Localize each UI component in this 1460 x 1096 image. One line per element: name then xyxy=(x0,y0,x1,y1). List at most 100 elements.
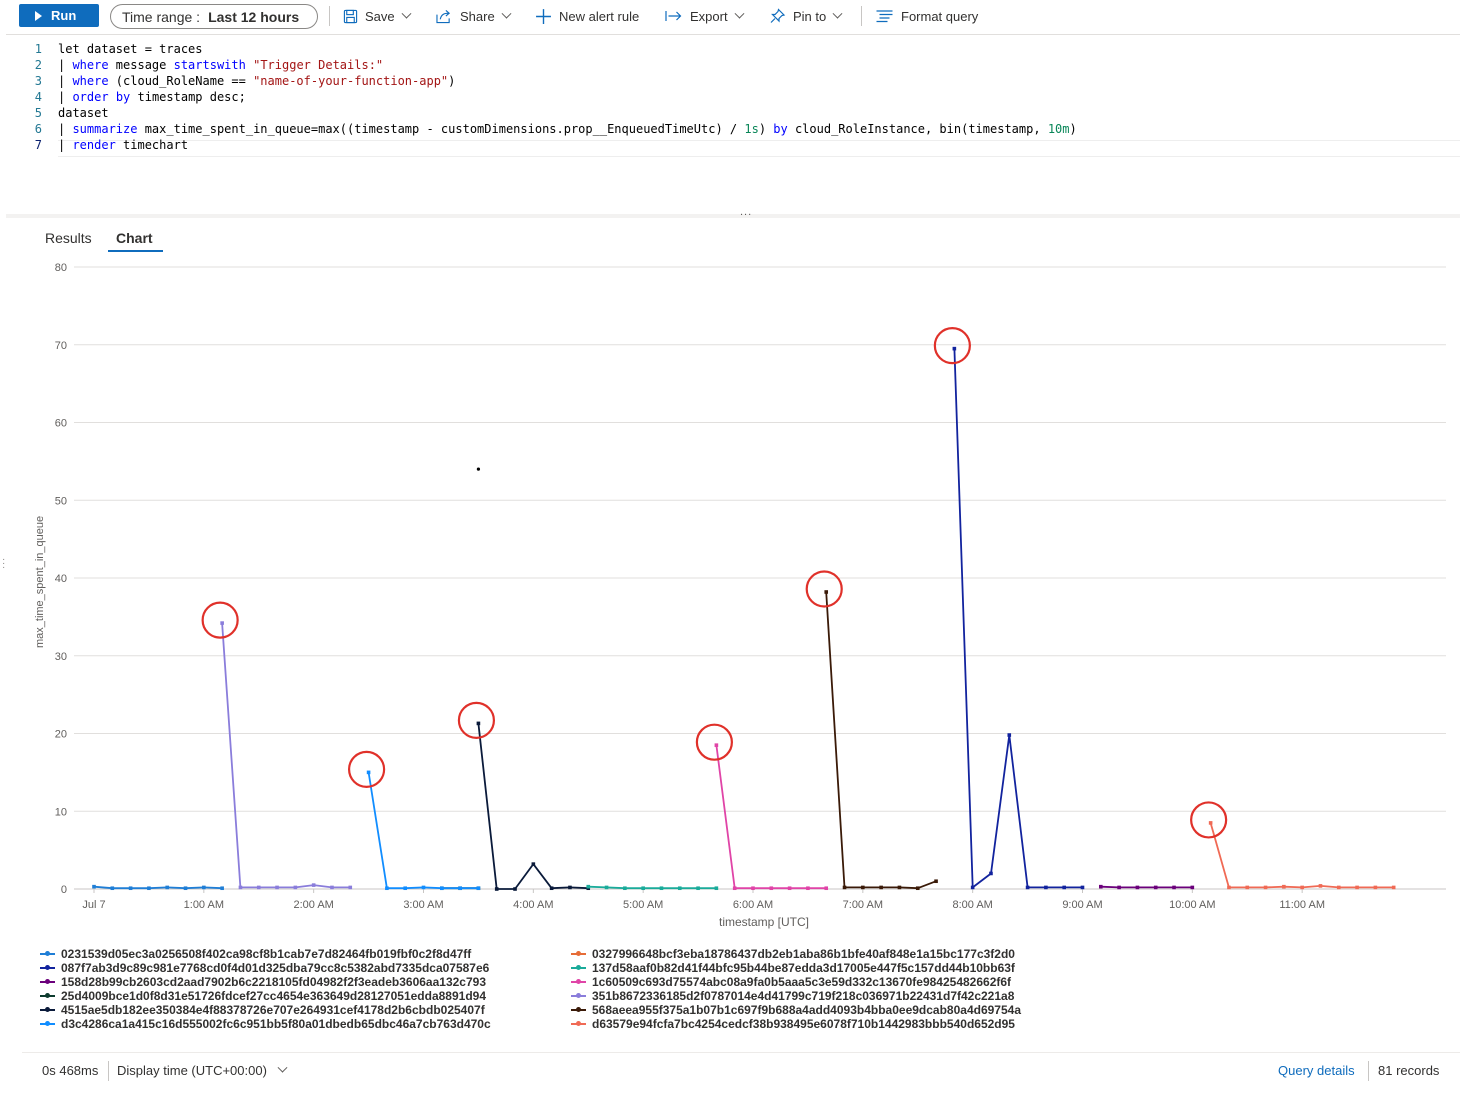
legend-label: 087f7ab3d9c89c981e7768cd0f4d01d325dba79c… xyxy=(61,961,490,975)
current-line-highlight xyxy=(58,140,1460,157)
format-query-button[interactable]: Format query xyxy=(875,6,978,26)
share-icon xyxy=(436,9,451,23)
new-alert-rule-button[interactable]: New alert rule xyxy=(535,6,639,26)
highlight-circle xyxy=(695,723,733,761)
series-point-11 xyxy=(1373,885,1378,890)
share-label: Share xyxy=(460,8,495,24)
y-tick-label: 0 xyxy=(61,884,67,896)
code-token: by xyxy=(115,90,131,104)
series-point-0 xyxy=(110,886,115,891)
legend-item[interactable]: 25d4009bce1d0f8d31e51726fdcef27cc4654e36… xyxy=(40,989,486,1003)
legend-item[interactable]: 4515ae5db182ee350384e4f88378726e707e2649… xyxy=(40,1003,485,1017)
side-grip-icon[interactable]: · · · xyxy=(2,554,6,573)
run-button[interactable]: Run xyxy=(19,4,99,27)
series-point-9 xyxy=(275,885,279,890)
series-point-11 xyxy=(1263,885,1268,890)
legend-item[interactable]: d63579e94fcfa7bc4254cedcf38b938495e6078f… xyxy=(571,1017,1015,1031)
code-text: | where (cloud_RoleName == "name-of-your… xyxy=(58,73,455,89)
series-point-11 xyxy=(1227,885,1231,890)
legend-item[interactable]: 568aeea955f375a1b07b1c697f9b688a4add4093… xyxy=(571,1003,1021,1017)
series-point-4 xyxy=(476,721,481,726)
chevron-down-icon xyxy=(832,8,843,19)
series-line-9 xyxy=(221,623,351,889)
highlight-circle xyxy=(457,701,496,739)
new-alert-label: New alert rule xyxy=(559,8,640,24)
code-token: timestamp desc; xyxy=(130,90,246,104)
series-point-4 xyxy=(494,887,499,891)
legend-swatch-icon xyxy=(40,1003,55,1017)
format-query-icon xyxy=(876,10,893,23)
legend-swatch-icon xyxy=(571,1003,586,1017)
series-point-5 xyxy=(366,770,371,775)
export-label: Export xyxy=(690,8,728,24)
code-token: render xyxy=(72,138,116,152)
export-button[interactable]: Export xyxy=(664,6,745,26)
tab-chart[interactable]: Chart xyxy=(116,230,153,246)
legend-label: 0327996648bcf3eba18786437db2eb1aba86b1bf… xyxy=(592,947,1015,961)
series-point-0 xyxy=(147,886,151,891)
legend-item[interactable]: d3c4286ca1a415c16d555002fc6c951bb5f80a01… xyxy=(40,1017,491,1031)
y-tick-label: 30 xyxy=(55,651,67,663)
save-button[interactable]: Save xyxy=(343,6,412,26)
series-point-0 xyxy=(165,885,170,890)
series-point-0 xyxy=(128,886,133,891)
chevron-down-icon xyxy=(401,8,412,19)
line-number: 2 xyxy=(34,58,42,72)
legend-item[interactable]: 158d28b99cb2603cd2aad7902b6c2218105fd049… xyxy=(40,975,486,989)
code-token: (cloud_RoleName == xyxy=(108,74,254,88)
series-point-11 xyxy=(1355,885,1359,890)
legend-swatch-icon xyxy=(40,947,55,961)
legend-swatch-icon xyxy=(571,947,586,961)
pin-to-button[interactable]: Pin to xyxy=(769,6,843,26)
series-point-1 xyxy=(1044,885,1048,890)
run-label: Run xyxy=(51,8,77,23)
pane-splitter[interactable] xyxy=(6,214,1460,218)
series-point-8 xyxy=(732,886,737,891)
line-number: 5 xyxy=(34,106,42,120)
share-button[interactable]: Share xyxy=(435,6,512,26)
legend-item[interactable]: 351b8672336185d2f0787014e4d41799c719f218… xyxy=(571,989,1014,1003)
pin-label: Pin to xyxy=(793,8,827,24)
code-token: by xyxy=(773,122,788,136)
line-number: 4 xyxy=(34,90,42,104)
display-time-dropdown[interactable]: Display time (UTC+00:00) xyxy=(117,1062,288,1078)
legend-item[interactable]: 0231539d05ec3a0256508f402ca98cf8b1cab7e7… xyxy=(40,947,471,961)
code-token: ) xyxy=(448,74,456,88)
series-point-7 xyxy=(641,886,645,891)
highlight-circle xyxy=(805,570,843,608)
time-range-picker[interactable]: Time range : Last 12 hours xyxy=(110,4,318,29)
code-token: max_time_spent_in_queue=max((timestamp -… xyxy=(137,122,745,136)
format-query-label: Format query xyxy=(901,8,979,24)
series-point-10 xyxy=(879,885,883,890)
y-tick-label: 70 xyxy=(55,340,67,352)
legend-item[interactable]: 137d58aaf0b82d41f44bfc95b44be87edda3d170… xyxy=(571,961,1015,975)
x-tick-label: 10:00 AM xyxy=(1169,899,1215,911)
legend-label: 25d4009bce1d0f8d31e51726fdcef27cc4654e36… xyxy=(61,989,486,1003)
y-tick-label: 80 xyxy=(55,262,67,274)
series-point-7 xyxy=(604,885,609,890)
query-editor[interactable]: 1 let dataset = traces 2 | where message st… xyxy=(6,34,1460,214)
x-tick-label: 11:00 AM xyxy=(1279,899,1325,911)
legend-label: 568aeea955f375a1b07b1c697f9b688a4add4093… xyxy=(592,1003,1021,1017)
y-tick-label: 10 xyxy=(55,806,67,818)
code-token: "name-of-your-function-app" xyxy=(253,74,449,88)
y-tick-label: 60 xyxy=(55,418,67,430)
code-text: let dataset = traces xyxy=(58,41,203,57)
highlight-circle xyxy=(933,327,971,365)
query-details-link[interactable]: Query details xyxy=(1278,1063,1355,1078)
series-line-10 xyxy=(825,591,937,890)
series-point-8 xyxy=(714,743,719,747)
code-text: | render timechart xyxy=(58,137,188,153)
code-token: | xyxy=(58,58,73,72)
legend-item[interactable]: 1c60509c693d75574abc08a9fa0b5aaa5c3e59d3… xyxy=(571,975,1011,989)
legend-item[interactable]: 087f7ab3d9c89c981e7768cd0f4d01d325dba79c… xyxy=(40,961,489,975)
code-token xyxy=(109,90,116,104)
legend-item[interactable]: 0327996648bcf3eba18786437db2eb1aba86b1bf… xyxy=(571,947,1015,961)
code-text: | order by timestamp desc; xyxy=(58,89,246,105)
time-range-value: Last 12 hours xyxy=(208,8,300,25)
code-token: where xyxy=(72,58,109,72)
y-axis-title: max_time_spent_in_queue xyxy=(34,515,46,648)
splitter-grip-icon[interactable]: ... xyxy=(740,206,753,218)
tab-results[interactable]: Results xyxy=(45,230,92,246)
series-point-7 xyxy=(696,886,700,891)
